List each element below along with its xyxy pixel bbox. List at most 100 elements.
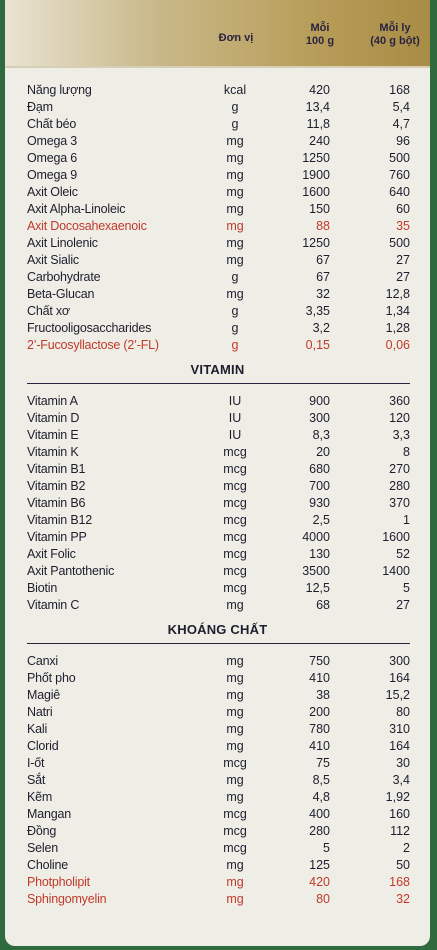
value-per-100g: 12,5 bbox=[305, 581, 330, 595]
nutrient-row: Vitamin K mcg 20 8 bbox=[5, 444, 430, 461]
nutrient-unit: g bbox=[231, 338, 239, 352]
value-per-glass: 120 bbox=[389, 411, 410, 425]
nutrient-row: I-ốt mcg 75 30 bbox=[5, 755, 430, 772]
nutrient-name: Chất béo bbox=[27, 117, 77, 131]
nutrient-name: Vitamin B6 bbox=[27, 496, 86, 510]
value-per-100g: 410 bbox=[309, 739, 330, 753]
nutrient-unit: mg bbox=[226, 151, 244, 165]
nutrient-row: Clorid mg 410 164 bbox=[5, 738, 430, 755]
value-per-100g: 130 bbox=[309, 547, 330, 561]
nutrient-row: Omega 6 mg 1250 500 bbox=[5, 150, 430, 167]
nutrient-name: Sắt bbox=[27, 773, 46, 787]
nutrient-unit: mcg bbox=[223, 581, 247, 595]
value-per-glass: 160 bbox=[389, 807, 410, 821]
nutrient-name: Carbohydrate bbox=[27, 270, 101, 284]
nutrient-row: Kẽm mg 4,8 1,92 bbox=[5, 789, 430, 806]
nutrient-name: Omega 3 bbox=[27, 134, 78, 148]
nutrient-row: Chất béo g 11,8 4,7 bbox=[5, 116, 430, 133]
header-per-glass: Mỗi ly (40 g bột) bbox=[360, 22, 430, 48]
value-per-glass: 640 bbox=[389, 185, 410, 199]
nutrient-row: Fructooligosaccharides g 3,2 1,28 bbox=[5, 320, 430, 337]
value-per-100g: 11,8 bbox=[306, 117, 330, 131]
nutrient-unit: mcg bbox=[223, 530, 247, 544]
nutrient-row: Photpholipit mg 420 168 bbox=[5, 874, 430, 891]
value-per-100g: 3500 bbox=[302, 564, 330, 578]
nutrient-unit: mg bbox=[226, 598, 244, 612]
value-per-glass: 500 bbox=[389, 236, 410, 250]
value-per-100g: 0,15 bbox=[305, 338, 330, 352]
value-per-100g: 420 bbox=[309, 875, 330, 889]
nutrient-unit: mcg bbox=[223, 756, 247, 770]
nutrient-row: Biotin mcg 12,5 5 bbox=[5, 580, 430, 597]
nutrient-unit: mg bbox=[226, 654, 244, 668]
value-per-100g: 3,35 bbox=[305, 304, 330, 318]
nutrient-row: Natri mg 200 80 bbox=[5, 704, 430, 721]
header-per-100g-line1: Mỗi bbox=[310, 22, 330, 34]
nutrient-row: Sphingomyelin mg 80 32 bbox=[5, 891, 430, 908]
nutrient-unit: mg bbox=[226, 219, 244, 233]
nutrient-unit: mcg bbox=[223, 479, 247, 493]
nutrient-name: Vitamin E bbox=[27, 428, 79, 442]
nutrient-unit: mcg bbox=[223, 513, 247, 527]
nutrient-row: Beta-Glucan mg 32 12,8 bbox=[5, 286, 430, 303]
header-unit: Đơn vị bbox=[218, 32, 254, 44]
value-per-100g: 240 bbox=[309, 134, 330, 148]
value-per-glass: 5,4 bbox=[392, 100, 410, 114]
nutrient-name: Mangan bbox=[27, 807, 71, 821]
value-per-glass: 12,8 bbox=[385, 287, 410, 301]
value-per-100g: 75 bbox=[316, 756, 330, 770]
nutrient-row: Canxi mg 750 300 bbox=[5, 653, 430, 670]
nutrient-name: Axit Docosahexaenoic bbox=[27, 219, 147, 233]
value-per-glass: 30 bbox=[396, 756, 410, 770]
value-per-100g: 410 bbox=[309, 671, 330, 685]
header-per-glass-line1: Mỗi ly bbox=[379, 22, 411, 34]
header-per-glass-line2: (40 g bột) bbox=[370, 35, 420, 47]
value-per-glass: 27 bbox=[396, 598, 410, 612]
nutrient-name: Đồng bbox=[27, 824, 57, 838]
nutrient-unit: mcg bbox=[223, 841, 247, 855]
value-per-glass: 1 bbox=[403, 513, 410, 527]
table-header: Đơn vị Mỗi 100 g Mỗi ly (40 g bột) bbox=[5, 0, 430, 68]
nutrient-row: Vitamin B2 mcg 700 280 bbox=[5, 478, 430, 495]
value-per-glass: 168 bbox=[389, 875, 410, 889]
value-per-glass: 1400 bbox=[382, 564, 410, 578]
nutrient-name: Biotin bbox=[27, 581, 58, 595]
nutrient-name: Đạm bbox=[27, 100, 53, 114]
value-per-100g: 400 bbox=[309, 807, 330, 821]
value-per-100g: 8,3 bbox=[312, 428, 330, 442]
value-per-100g: 750 bbox=[309, 654, 330, 668]
value-per-100g: 88 bbox=[316, 219, 330, 233]
value-per-glass: 1,28 bbox=[385, 321, 410, 335]
nutrient-name: Chất xơ bbox=[27, 304, 70, 318]
nutrient-row: Năng lượng kcal 420 168 bbox=[5, 82, 430, 99]
nutrient-unit: mg bbox=[226, 185, 244, 199]
nutrient-name: Năng lượng bbox=[27, 83, 92, 97]
nutrient-row: 2’-Fucosyllactose (2’-FL) g 0,15 0,06 bbox=[5, 337, 430, 354]
nutrient-row: Axit Pantothenic mcg 3500 1400 bbox=[5, 563, 430, 580]
value-per-glass: 52 bbox=[396, 547, 410, 561]
value-per-100g: 20 bbox=[316, 445, 330, 459]
nutrient-unit: IU bbox=[228, 394, 242, 408]
nutrient-name: Natri bbox=[27, 705, 53, 719]
nutrient-row: Đạm g 13,4 5,4 bbox=[5, 99, 430, 116]
value-per-100g: 1250 bbox=[302, 151, 330, 165]
nutrient-unit: mg bbox=[226, 722, 244, 736]
nutrient-row: Axit Folic mcg 130 52 bbox=[5, 546, 430, 563]
nutrient-unit: mg bbox=[226, 705, 244, 719]
value-per-100g: 780 bbox=[309, 722, 330, 736]
nutrient-unit: mg bbox=[226, 790, 244, 804]
nutrient-unit: mcg bbox=[223, 547, 247, 561]
nutrient-row: Axit Alpha-Linoleic mg 150 60 bbox=[5, 201, 430, 218]
value-per-glass: 2 bbox=[403, 841, 410, 855]
value-per-100g: 38 bbox=[316, 688, 330, 702]
value-per-glass: 280 bbox=[389, 479, 410, 493]
section-title: KHOÁNG CHẤT bbox=[167, 622, 268, 637]
value-per-glass: 370 bbox=[389, 496, 410, 510]
nutrient-row: Omega 9 mg 1900 760 bbox=[5, 167, 430, 184]
value-per-glass: 3,3 bbox=[392, 428, 410, 442]
nutrient-unit: mg bbox=[226, 168, 244, 182]
nutrient-name: Axit Oleic bbox=[27, 185, 78, 199]
nutrient-unit: IU bbox=[228, 428, 242, 442]
nutrient-unit: g bbox=[231, 117, 239, 131]
nutrient-unit: mg bbox=[226, 892, 244, 906]
